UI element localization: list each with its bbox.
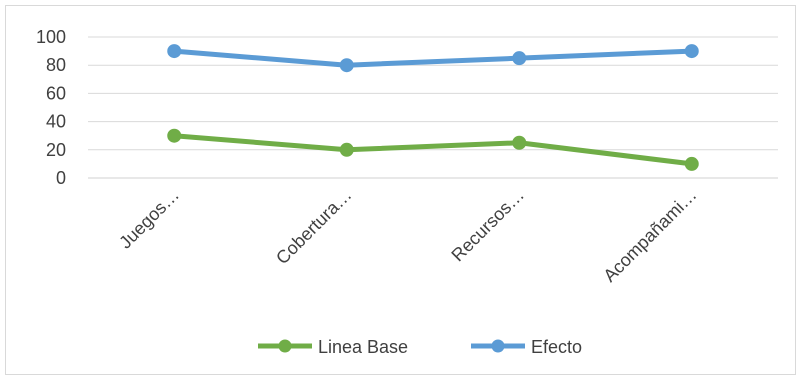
- series-2-point-1: [167, 44, 182, 59]
- series-2-point-2: [339, 58, 354, 73]
- legend: Linea Base Efecto: [258, 337, 582, 357]
- legend-label-1: Linea Base: [318, 337, 408, 357]
- y-tick-label-80: 80: [46, 55, 66, 75]
- chart-area: [5, 5, 796, 375]
- series-2-point-4: [684, 44, 699, 59]
- x-tick-label-3: Recursos…: [447, 185, 528, 266]
- y-tick-label-60: 60: [46, 83, 66, 103]
- y-axis-ticks: 0 20 40 60 80 100: [36, 27, 66, 188]
- legend-label-2: Efecto: [531, 337, 582, 357]
- gridlines: [88, 36, 778, 179]
- series-1-point-1: [167, 128, 182, 143]
- legend-marker-1: [278, 339, 292, 353]
- y-tick-label-40: 40: [46, 112, 66, 132]
- series-line-1: [171, 133, 695, 167]
- y-tick-label-20: 20: [46, 140, 66, 160]
- x-axis-ticks: Juegos… Cobertura… Recursos… Acompañami…: [115, 185, 700, 286]
- series-1-point-2: [339, 142, 354, 157]
- y-tick-label-100: 100: [36, 27, 66, 47]
- series-2-point-3: [512, 51, 527, 66]
- series-group: [167, 44, 699, 171]
- x-tick-label-1: Juegos…: [115, 185, 183, 253]
- x-tick-label-2: Cobertura…: [272, 185, 355, 268]
- series-1-point-3: [512, 135, 527, 150]
- series-line-2: [171, 48, 695, 68]
- legend-marker-2: [491, 339, 505, 353]
- y-tick-label-0: 0: [56, 168, 66, 188]
- x-tick-label-4: Acompañami…: [599, 185, 700, 286]
- series-1-point-4: [684, 156, 699, 171]
